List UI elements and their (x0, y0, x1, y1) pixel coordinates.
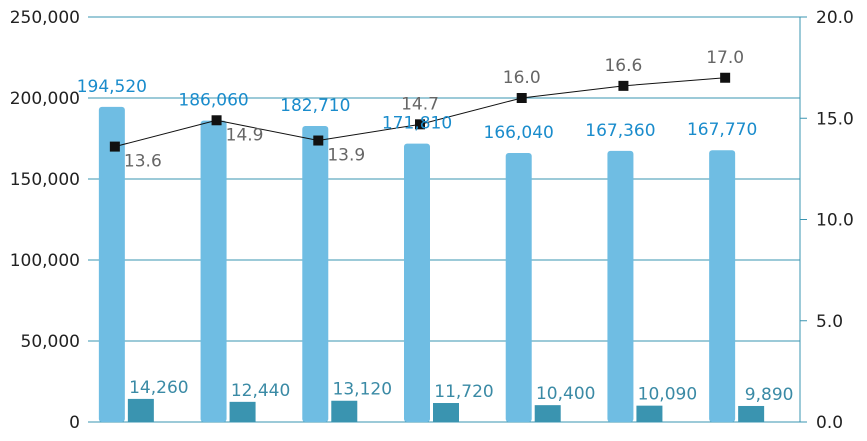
y-tick-label: 150,000 (10, 170, 80, 190)
ratio-point-label: 14.7 (401, 94, 439, 114)
bar-primary (505, 153, 532, 422)
y-tick-label: 200,000 (10, 89, 80, 109)
y2-tick-label: 20.0 (816, 8, 854, 28)
bar-primary-label: 171,810 (382, 114, 452, 134)
bar-secondary-label: 13,120 (333, 380, 392, 400)
axis-ticks: 0 50,000 100,000 150,000 200,000 250,000 0.0 5.… (10, 8, 854, 433)
bar-primary-label: 167,360 (585, 121, 655, 141)
bar-secondary-label: 11,720 (434, 382, 493, 402)
ratio-point (313, 135, 324, 146)
bar-secondary-label: 12,440 (231, 381, 290, 401)
bar-primary-label: 166,040 (484, 123, 554, 143)
bar-primary (98, 106, 125, 423)
bar-secondary (433, 403, 459, 422)
y2-tick-label: 15.0 (816, 109, 854, 129)
ratio-point (211, 115, 222, 126)
bar-primary-label: 182,710 (280, 96, 350, 116)
bar-secondary (738, 405, 765, 422)
ratio-point-label: 14.9 (226, 125, 264, 145)
ratio-line (109, 72, 731, 152)
bar-secondary (331, 400, 358, 422)
ratio-point (516, 93, 527, 103)
bar-primary-label: 186,060 (178, 91, 248, 111)
bar-secondary-label: 10,400 (536, 384, 595, 404)
ratio-point (415, 119, 425, 130)
bar-primary (200, 120, 227, 423)
ratio-point (109, 141, 120, 152)
y-tick-label: 250,000 (10, 8, 80, 28)
ratio-point-label: 16.6 (604, 56, 642, 76)
bar-secondary (229, 401, 256, 422)
data-labels: 194,520 14,260 186,060 12,440 182,710 13,120 1… (77, 48, 794, 405)
bar-secondary (636, 405, 663, 422)
y-tick-label: 50,000 (21, 332, 80, 352)
bar-primary-label: 167,770 (687, 120, 757, 140)
bar-secondary (127, 398, 154, 422)
bar-primary (709, 150, 736, 423)
y-tick-label: 100,000 (10, 251, 80, 271)
bar-secondary-label: 10,090 (638, 385, 697, 405)
bar-secondary (534, 405, 561, 422)
bar-primary (404, 143, 430, 423)
bar-primary-label: 194,520 (77, 77, 147, 97)
bar-primary (302, 126, 329, 422)
gridlines (88, 16, 800, 423)
ratio-point-label: 16.0 (503, 68, 541, 88)
bars (98, 106, 765, 423)
ratio-point (618, 80, 629, 91)
bar-primary (607, 150, 634, 422)
ratio-point-label: 17.0 (706, 48, 744, 68)
bar-secondary-label: 9,890 (745, 385, 794, 405)
ratio-point-label: 13.9 (327, 146, 365, 166)
y2-tick-label: 10.0 (816, 211, 854, 231)
ratio-point (720, 72, 731, 83)
y-tick-label: 0 (69, 413, 80, 433)
bar-secondary-label: 14,260 (129, 378, 188, 398)
y2-tick-label: 5.0 (816, 312, 843, 332)
y2-tick-label: 0.0 (816, 413, 843, 433)
ratio-point-label: 13.6 (124, 152, 162, 172)
